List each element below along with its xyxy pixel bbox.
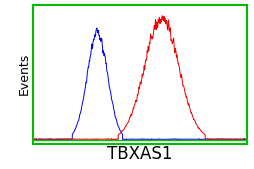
Y-axis label: Events: Events xyxy=(17,53,30,95)
X-axis label: TBXAS1: TBXAS1 xyxy=(107,145,172,163)
